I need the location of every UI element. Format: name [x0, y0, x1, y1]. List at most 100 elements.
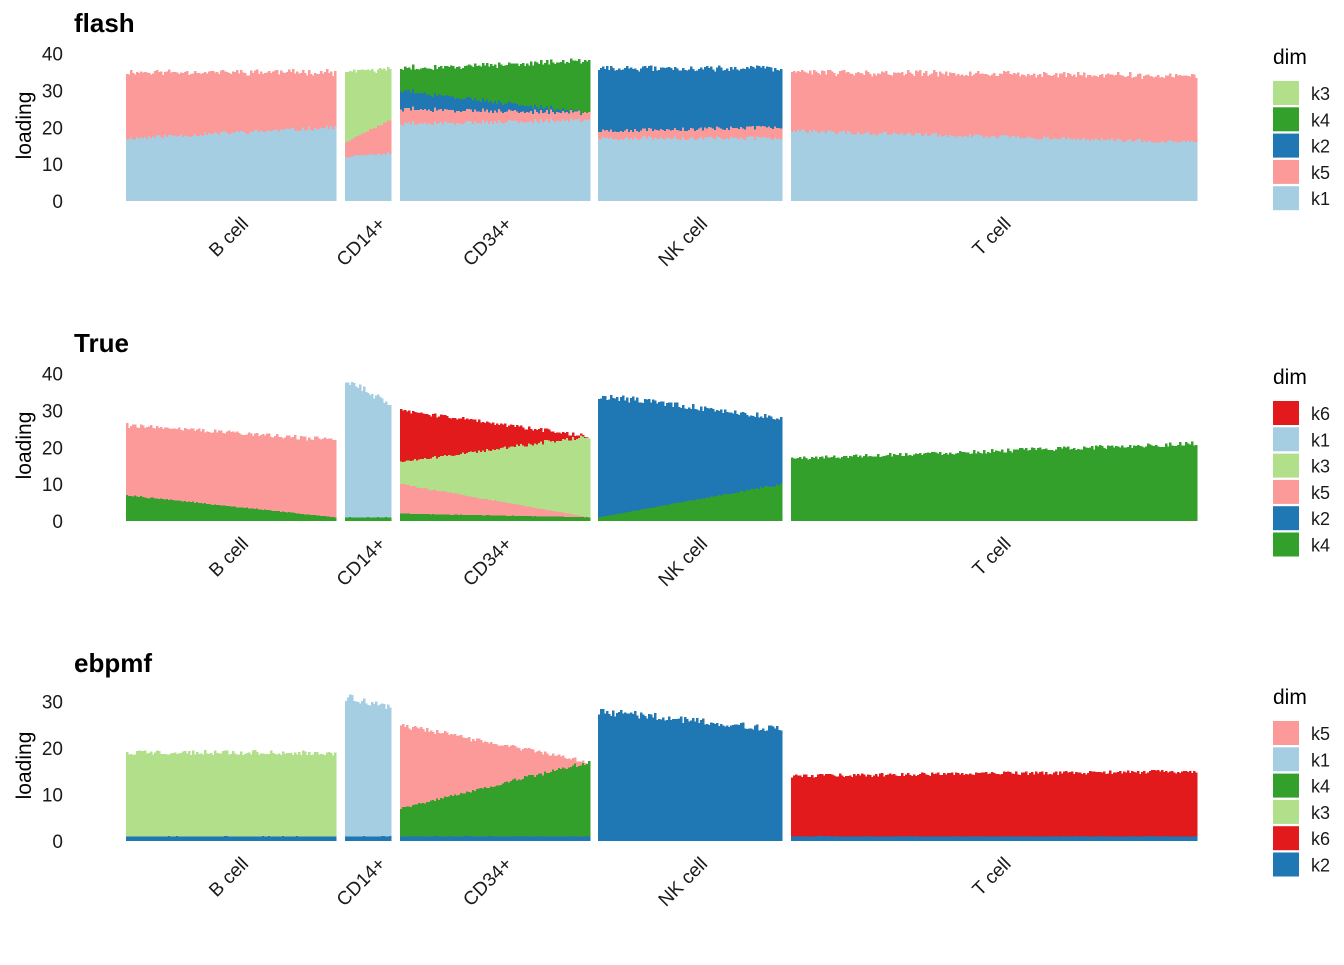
legend-label-k1: k1: [1311, 430, 1330, 450]
bar-segment-k5: [389, 120, 391, 154]
y-tick-label: 10: [42, 786, 63, 807]
x-group-label: CD14+: [333, 854, 390, 911]
bar-segment-k5: [334, 440, 336, 518]
legend-label-k1: k1: [1311, 189, 1330, 209]
bar-segment-k2: [780, 417, 782, 483]
group-bars-cd14: [345, 694, 391, 841]
legend-label-k2: k2: [1311, 137, 1330, 157]
bar-segment-k2: [780, 69, 782, 128]
group-bars-t-cell: [791, 442, 1197, 521]
y-tick-label: 0: [52, 832, 63, 853]
y-tick-label: 40: [42, 45, 63, 66]
bar-segment-k6: [1195, 772, 1197, 836]
y-axis-title: loading: [13, 732, 36, 800]
bar-segment-k3: [334, 753, 336, 837]
legend-label-k3: k3: [1311, 84, 1330, 104]
y-tick-label: 20: [42, 438, 63, 459]
bar-segment-k3: [588, 439, 590, 518]
bar-segment-k5: [780, 128, 782, 139]
panel-title: True: [74, 328, 129, 358]
legend-label-k4: k4: [1311, 777, 1330, 797]
group-bars-t-cell: [791, 770, 1197, 841]
x-group-label: B cell: [205, 214, 253, 262]
group-bars-b-cell: [126, 69, 336, 201]
legend-swatch-k4: [1273, 107, 1299, 131]
panel-title: flash: [74, 8, 135, 38]
y-tick-label: 30: [42, 402, 63, 423]
group-bars-nk-cell: [598, 395, 782, 521]
panel-title: ebpmf: [74, 648, 152, 678]
x-group-label: T cell: [969, 534, 1016, 581]
x-group-label: B cell: [205, 534, 253, 582]
group-bars-nk-cell: [598, 709, 782, 841]
legend-label-k4: k4: [1311, 536, 1330, 556]
legend-title: dim: [1273, 686, 1307, 709]
bar-segment-k4: [334, 517, 336, 521]
group-bars-nk-cell: [598, 66, 782, 201]
legend-label-k3: k3: [1311, 803, 1330, 823]
group-bars-cd14: [345, 67, 391, 201]
x-group-label: CD14+: [333, 534, 390, 591]
legend-label-k4: k4: [1311, 110, 1330, 130]
x-group-label: B cell: [205, 854, 253, 902]
x-group-label: T cell: [969, 854, 1016, 901]
bar-segment-k4: [1195, 445, 1197, 521]
x-group-label: NK cell: [655, 854, 712, 911]
legend-swatch-k5: [1273, 721, 1299, 745]
legend-label-k5: k5: [1311, 163, 1330, 183]
x-group-label: CD34+: [459, 854, 516, 911]
y-tick-label: 0: [52, 192, 63, 213]
bar-segment-k2: [389, 836, 391, 841]
legend-swatch-k5: [1273, 160, 1299, 184]
legend-swatch-k2: [1273, 853, 1299, 877]
legend-swatch-k3: [1273, 81, 1299, 105]
bar-segment-k1: [389, 154, 391, 201]
legend-label-k5: k5: [1311, 724, 1330, 744]
bar-segment-k2: [588, 836, 590, 841]
group-bars-t-cell: [791, 70, 1197, 201]
y-tick-label: 10: [42, 155, 63, 176]
legend-label-k2: k2: [1311, 856, 1330, 876]
y-tick-label: 20: [42, 118, 63, 139]
bar-segment-k4: [780, 483, 782, 521]
bar-segment-k1: [780, 139, 782, 201]
x-group-label: CD34+: [459, 534, 516, 591]
y-tick-label: 40: [42, 365, 63, 386]
bar-segment-k4: [588, 517, 590, 521]
legend-swatch-k2: [1273, 134, 1299, 158]
bar-segment-k1: [334, 127, 336, 201]
legend-swatch-k1: [1273, 186, 1299, 210]
legend-swatch-k6: [1273, 401, 1299, 425]
x-group-label: NK cell: [655, 214, 712, 271]
bar-segment-k6: [586, 437, 588, 438]
group-bars-b-cell: [126, 423, 336, 521]
x-group-label: CD14+: [333, 214, 390, 271]
group-bars-cd34: [400, 409, 590, 521]
legend-label-k3: k3: [1311, 457, 1330, 477]
bar-segment-k4: [588, 761, 590, 836]
legend-label-k6: k6: [1311, 829, 1330, 849]
y-tick-label: 30: [42, 82, 63, 103]
x-group-label: T cell: [969, 214, 1016, 261]
bar-segment-k5: [334, 71, 336, 126]
bar-segment-k2: [780, 730, 782, 841]
group-bars-cd34: [400, 59, 590, 201]
legend-label-k1: k1: [1311, 750, 1330, 770]
bar-segment-k4: [389, 517, 391, 521]
bar-segment-k2: [1195, 836, 1197, 841]
legend-swatch-k4: [1273, 533, 1299, 557]
legend-label-k5: k5: [1311, 483, 1330, 503]
bar-segment-k1: [588, 119, 590, 201]
bar-segment-k5: [588, 112, 590, 119]
x-group-label: CD34+: [459, 214, 516, 271]
y-tick-label: 30: [42, 693, 63, 714]
bar-segment-k1: [389, 405, 391, 517]
bar-segment-k1: [389, 707, 391, 836]
bar-segment-k2: [334, 836, 336, 841]
